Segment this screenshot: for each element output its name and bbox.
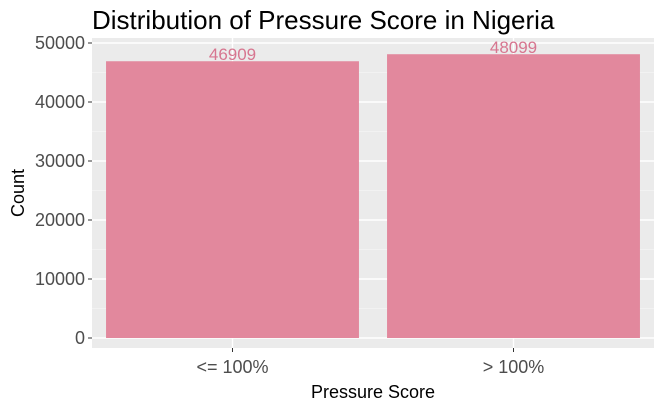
bars — [106, 54, 640, 338]
data-label: 48099 — [490, 38, 537, 57]
chart-title: Distribution of Pressure Score in Nigeri… — [92, 5, 555, 35]
bar — [106, 61, 359, 338]
y-tick-label: 40000 — [35, 92, 85, 112]
bar — [387, 54, 640, 338]
y-tick-label: 10000 — [35, 269, 85, 289]
y-axis-title: Count — [8, 169, 28, 217]
x-tick-label: > 100% — [483, 357, 545, 377]
y-tick-label: 30000 — [35, 151, 85, 171]
y-tick-label: 0 — [75, 328, 85, 348]
y-axis: 0 10000 20000 30000 40000 50000 — [35, 33, 92, 348]
data-label: 46909 — [209, 45, 256, 64]
x-axis: <= 100% > 100% — [196, 348, 544, 377]
y-tick-label: 50000 — [35, 33, 85, 53]
data-labels: 46909 48099 — [209, 38, 537, 64]
y-tick-label: 20000 — [35, 210, 85, 230]
x-axis-title: Pressure Score — [311, 382, 435, 402]
x-tick-label: <= 100% — [196, 357, 268, 377]
